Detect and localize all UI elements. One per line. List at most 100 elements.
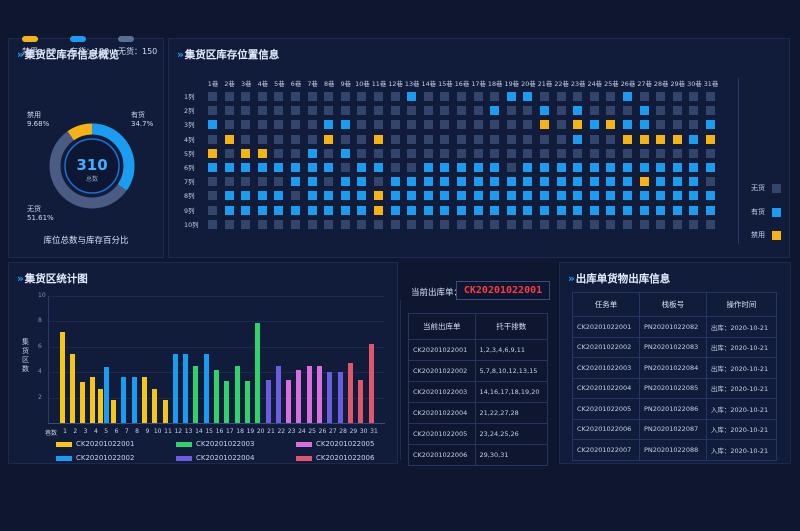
location-cell-occupied[interactable]	[706, 205, 715, 215]
location-cell-disabled[interactable]	[706, 134, 715, 144]
location-cell-empty[interactable]	[324, 177, 334, 187]
location-cell-empty[interactable]	[589, 92, 599, 101]
location-cell-empty[interactable]	[324, 106, 334, 116]
location-cell-empty[interactable]	[556, 219, 566, 229]
location-cell-empty[interactable]	[274, 134, 284, 144]
location-cell-empty[interactable]	[523, 148, 533, 158]
location-cell-empty[interactable]	[291, 92, 300, 101]
location-cell-occupied[interactable]	[506, 205, 516, 215]
location-cell-empty[interactable]	[656, 92, 666, 101]
location-cell-empty[interactable]	[357, 148, 367, 158]
location-cell-empty[interactable]	[208, 191, 217, 201]
location-cell-empty[interactable]	[623, 148, 632, 158]
location-cell-empty[interactable]	[540, 148, 549, 158]
location-cell-empty[interactable]	[374, 177, 383, 187]
location-cell-empty[interactable]	[257, 219, 267, 229]
location-cell-empty[interactable]	[606, 148, 616, 158]
location-cell-empty[interactable]	[208, 92, 217, 101]
chart-bar[interactable]	[193, 365, 199, 423]
location-cell-empty[interactable]	[540, 134, 549, 144]
location-cell-empty[interactable]	[440, 219, 450, 229]
location-cell-empty[interactable]	[274, 106, 284, 116]
location-cell-occupied[interactable]	[490, 191, 500, 201]
location-cell-occupied[interactable]	[357, 205, 367, 215]
location-cell-empty[interactable]	[689, 92, 699, 101]
location-cell-empty[interactable]	[672, 92, 682, 101]
location-cell-empty[interactable]	[573, 219, 583, 229]
location-cell-empty[interactable]	[291, 219, 300, 229]
location-cell-empty[interactable]	[457, 106, 466, 116]
chart-bar[interactable]	[296, 369, 302, 423]
location-cell-empty[interactable]	[473, 106, 483, 116]
location-cell-empty[interactable]	[340, 163, 350, 172]
location-cell-empty[interactable]	[457, 92, 466, 101]
location-cell-occupied[interactable]	[457, 205, 466, 215]
location-cell-empty[interactable]	[440, 106, 450, 116]
location-cell-occupied[interactable]	[340, 148, 350, 158]
location-cell-empty[interactable]	[606, 219, 616, 229]
location-cell-empty[interactable]	[291, 134, 300, 144]
location-cell-occupied[interactable]	[556, 177, 566, 187]
location-cell-empty[interactable]	[407, 134, 417, 144]
location-cell-occupied[interactable]	[324, 120, 334, 130]
location-cell-occupied[interactable]	[573, 163, 583, 172]
chart-bar[interactable]	[183, 354, 189, 423]
location-cell-empty[interactable]	[490, 92, 500, 101]
location-cell-occupied[interactable]	[506, 191, 516, 201]
location-cell-empty[interactable]	[274, 219, 284, 229]
location-cell-empty[interactable]	[291, 191, 300, 201]
location-cell-empty[interactable]	[307, 92, 317, 101]
location-cell-empty[interactable]	[241, 106, 251, 116]
location-cell-empty[interactable]	[490, 120, 500, 130]
location-cell-occupied[interactable]	[706, 163, 715, 172]
chart-bar[interactable]	[337, 372, 343, 423]
location-cell-empty[interactable]	[291, 148, 300, 158]
location-cell-empty[interactable]	[374, 120, 383, 130]
location-cell-empty[interactable]	[506, 106, 516, 116]
location-cell-empty[interactable]	[357, 92, 367, 101]
location-cell-occupied[interactable]	[540, 191, 549, 201]
location-cell-disabled[interactable]	[257, 148, 267, 158]
location-cell-disabled[interactable]	[540, 120, 549, 130]
location-cell-occupied[interactable]	[589, 205, 599, 215]
chart-bar[interactable]	[265, 379, 271, 423]
location-cell-empty[interactable]	[357, 219, 367, 229]
location-cell-occupied[interactable]	[689, 177, 699, 187]
location-cell-empty[interactable]	[224, 92, 234, 101]
chart-bar[interactable]	[224, 381, 230, 423]
location-cell-occupied[interactable]	[340, 120, 350, 130]
location-cell-occupied[interactable]	[423, 177, 433, 187]
location-cell-empty[interactable]	[357, 134, 367, 144]
location-cell-empty[interactable]	[556, 148, 566, 158]
location-cell-empty[interactable]	[689, 120, 699, 130]
location-cell-empty[interactable]	[706, 219, 715, 229]
location-cell-empty[interactable]	[423, 219, 433, 229]
table-row[interactable]: CK20201022005 PN20201022086 入库：2020-10-21	[572, 398, 778, 420]
chart-bar[interactable]	[286, 379, 292, 423]
location-cell-occupied[interactable]	[523, 177, 533, 187]
location-cell-empty[interactable]	[457, 148, 466, 158]
location-cell-empty[interactable]	[390, 148, 400, 158]
location-cell-empty[interactable]	[307, 219, 317, 229]
location-cell-empty[interactable]	[672, 148, 682, 158]
location-cell-empty[interactable]	[423, 106, 433, 116]
location-cell-empty[interactable]	[357, 106, 367, 116]
location-cell-empty[interactable]	[689, 148, 699, 158]
location-cell-empty[interactable]	[224, 177, 234, 187]
location-cell-empty[interactable]	[307, 120, 317, 130]
location-cell-occupied[interactable]	[540, 205, 549, 215]
location-cell-empty[interactable]	[556, 106, 566, 116]
chart-bar[interactable]	[69, 354, 75, 423]
location-cell-occupied[interactable]	[689, 163, 699, 172]
location-cell-disabled[interactable]	[606, 120, 616, 130]
location-cell-occupied[interactable]	[490, 163, 500, 172]
location-cell-occupied[interactable]	[656, 191, 666, 201]
chart-bar[interactable]	[327, 372, 333, 423]
table-row[interactable]: CK20201022005 23,24,25,26	[408, 423, 549, 445]
location-cell-occupied[interactable]	[440, 177, 450, 187]
location-cell-empty[interactable]	[490, 134, 500, 144]
table-row[interactable]: CK20201022007 PN20201022088 入库：2020-10-21	[572, 439, 778, 461]
table-row[interactable]: CK20201022004 PN20201022085 出库：2020-10-21	[572, 377, 778, 399]
chart-bar[interactable]	[141, 377, 147, 423]
location-cell-occupied[interactable]	[241, 191, 251, 201]
